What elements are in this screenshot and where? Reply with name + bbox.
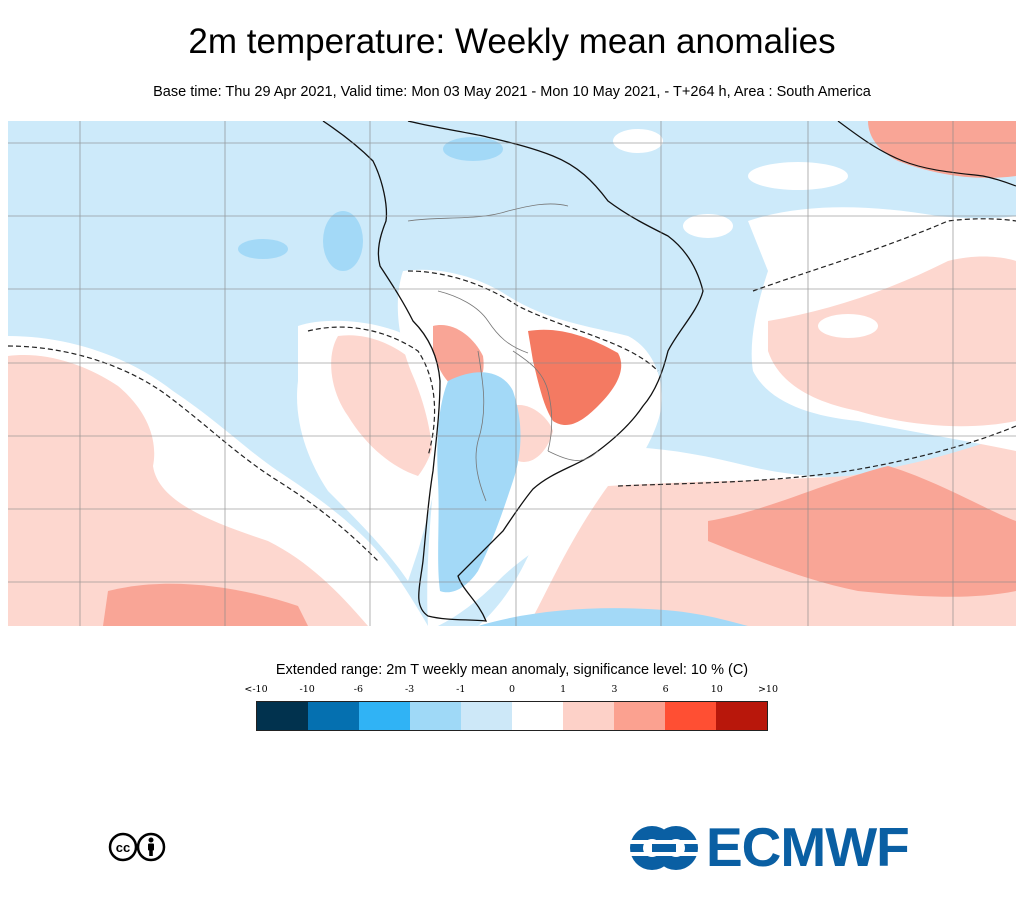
colorbar-swatch — [461, 702, 512, 730]
legend-tick-label: 1 — [560, 684, 567, 695]
neutral-patch-1 — [748, 162, 848, 190]
colorbar-swatch — [716, 702, 767, 730]
cold-patch-pacific — [323, 211, 363, 271]
legend-tick-label: 3 — [611, 684, 618, 695]
page-subtitle: Base time: Thu 29 Apr 2021, Valid time: … — [153, 84, 871, 100]
page-title: 2m temperature: Weekly mean anomalies — [188, 22, 836, 61]
legend-tick-label: 10 — [710, 684, 723, 695]
warm-zone-brazil — [528, 329, 622, 426]
colorbar — [256, 701, 768, 731]
ecmwf-logo-icon — [628, 826, 700, 870]
warm-zone-sw-pacific-core — [103, 583, 308, 626]
significance-contour-atlantic-east — [752, 218, 1016, 292]
warm-zone-sw-pacific — [8, 355, 368, 626]
border-2 — [437, 290, 529, 354]
significance-contour-continent — [407, 270, 659, 372]
neutral-patch-3 — [683, 214, 733, 238]
ecmwf-logo: ECMWF — [628, 816, 918, 878]
ecmwf-wordmark: ECMWF — [706, 816, 910, 878]
border-1 — [407, 203, 569, 222]
coastline-south-america — [322, 121, 704, 622]
colorbar-swatch — [665, 702, 716, 730]
significance-contour-pacific — [8, 345, 379, 562]
anomaly-map — [8, 121, 1016, 626]
legend-title: Extended range: 2m T weekly mean anomaly… — [275, 662, 749, 678]
legend-tick-label: 6 — [662, 684, 669, 695]
colorbar-swatch — [410, 702, 461, 730]
legend-tick-label: -10 — [299, 684, 315, 695]
warm-zone-south-atlantic-core — [708, 466, 1016, 597]
border-4 — [512, 350, 553, 452]
legend-tick-label: -6 — [353, 684, 364, 695]
warm-zone-atlantic-east — [768, 256, 1016, 427]
colorbar-swatch — [512, 702, 563, 730]
svg-text:cc: cc — [116, 840, 130, 855]
cc-by-icon: cc — [108, 832, 166, 867]
legend-ticks: <-10 -10 -6 -3 -1 0 1 3 6 10 >10 — [244, 684, 778, 698]
cold-patch-amazon — [443, 137, 503, 161]
neutral-patch-2 — [613, 129, 663, 153]
warm-zone-east-pacific — [331, 335, 437, 476]
warm-zone-africa — [868, 121, 1016, 178]
cold-zone-drake — [478, 608, 748, 626]
colorbar-swatch — [359, 702, 410, 730]
border-3 — [475, 350, 487, 502]
colorbar-swatch — [563, 702, 614, 730]
cold-patch-pacific-2 — [238, 239, 288, 259]
cold-zone-argentina — [437, 372, 521, 593]
legend-tick-label: -3 — [404, 684, 415, 695]
significance-contour-peru — [307, 326, 436, 457]
legend-tick-label: >10 — [757, 684, 779, 695]
legend-tick-label: -1 — [456, 684, 466, 695]
neutral-patch-4 — [818, 314, 878, 338]
legend-tick-label: <-10 — [244, 684, 268, 695]
border-5 — [547, 450, 599, 461]
colorbar-swatch — [257, 702, 308, 730]
colorbar-swatch — [614, 702, 665, 730]
legend-tick-label: 0 — [508, 684, 516, 695]
colorbar-swatch — [308, 702, 359, 730]
